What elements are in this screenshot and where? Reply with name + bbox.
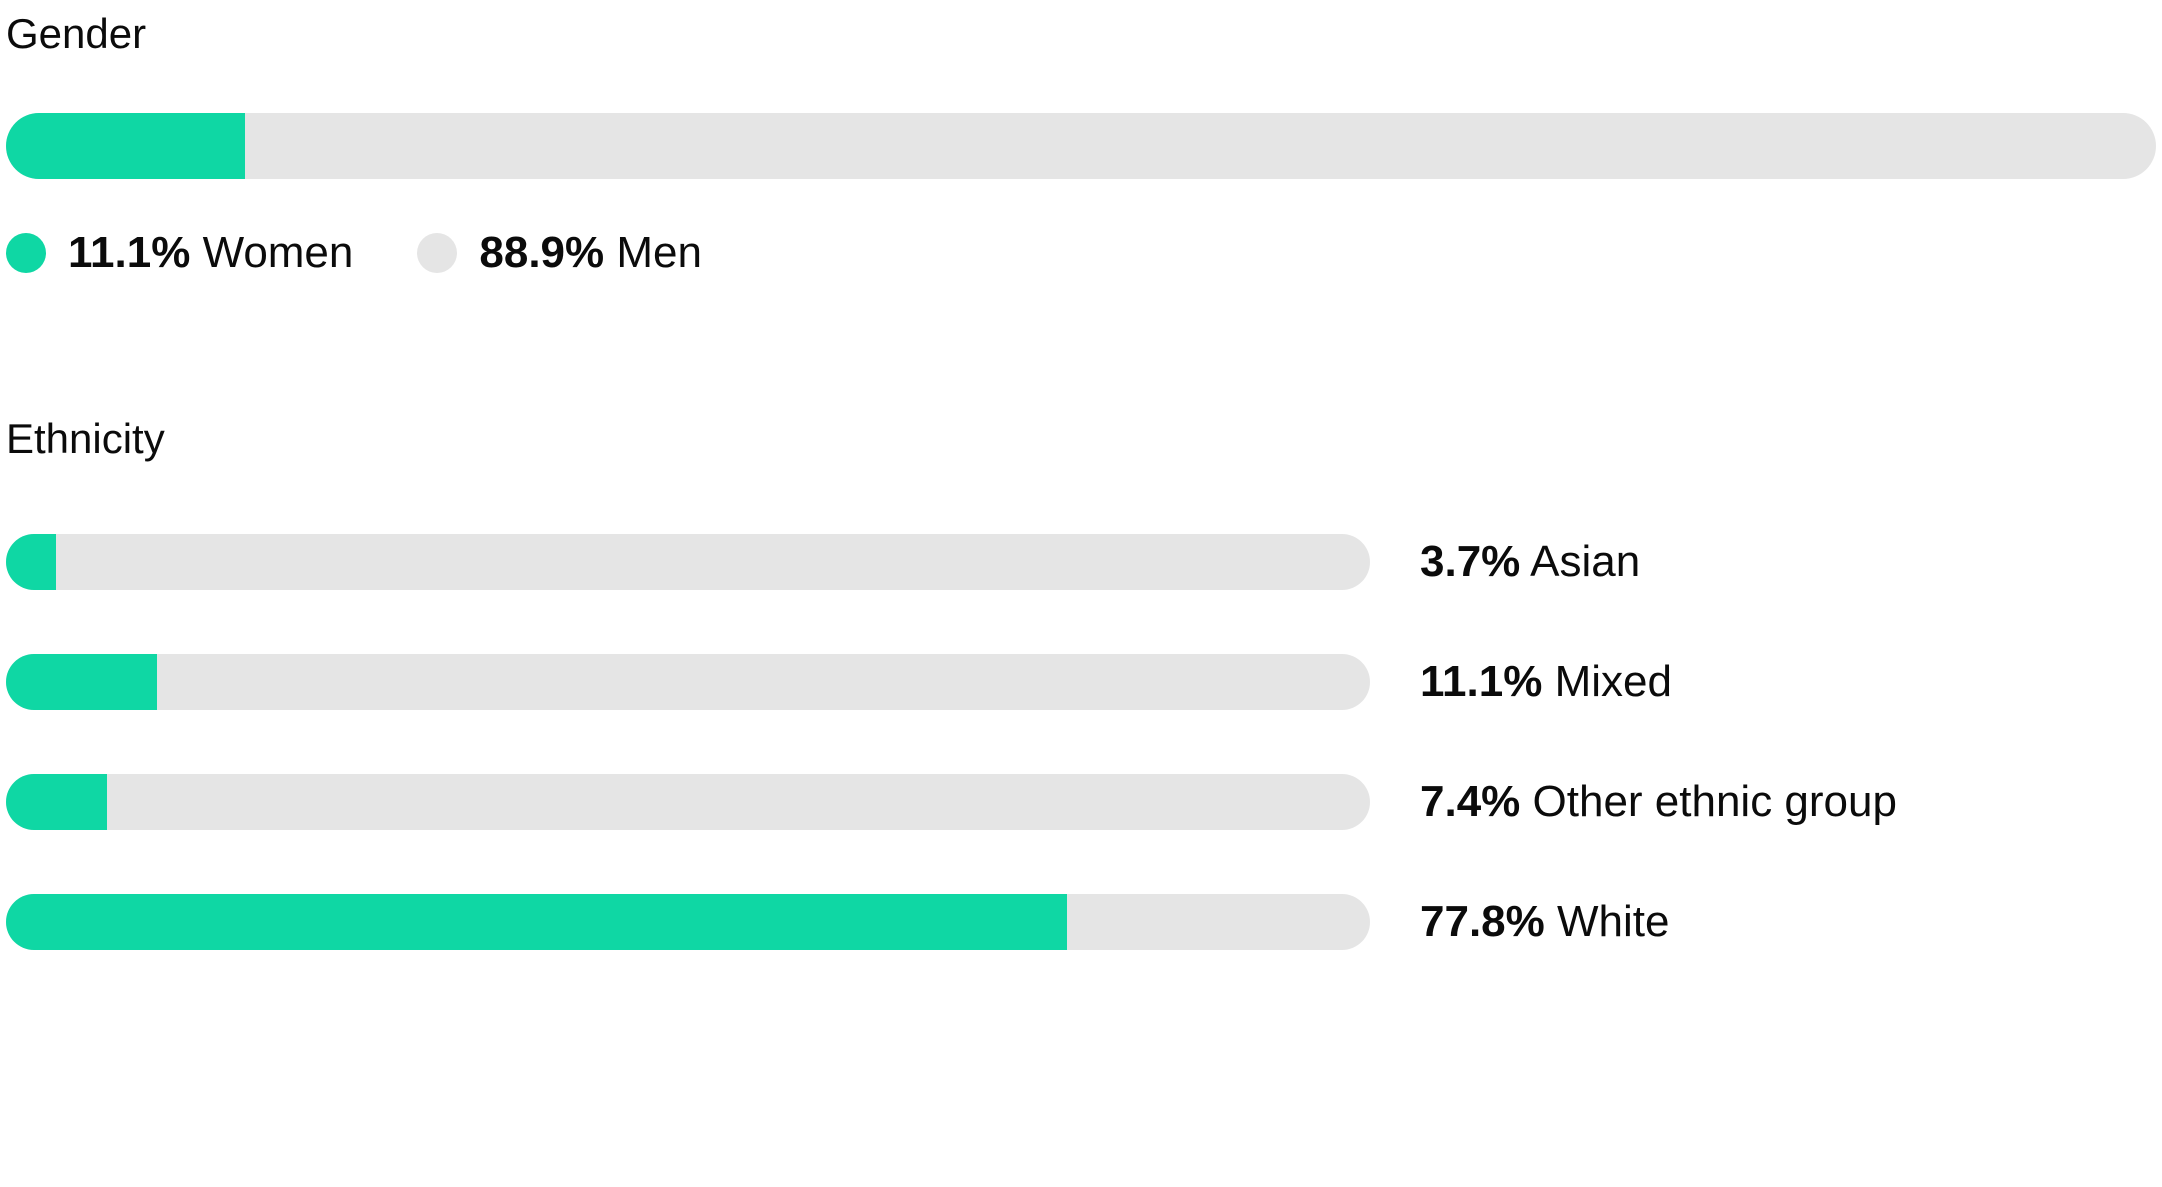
white-bar-fill (6, 893, 1068, 950)
asian-bar-track (6, 533, 1370, 590)
men-dot-icon (417, 233, 458, 274)
legend-text-men: 88.9% Men (479, 231, 702, 275)
legend-item-women: 11.1% Women (6, 231, 353, 275)
ethnicity-row-asian: 3.7% Asian (6, 533, 2156, 590)
white-pct: 77.8% (1420, 896, 1545, 946)
mixed-bar-track (6, 653, 1370, 710)
ethnicity-row-other: 7.4% Other ethnic group (6, 773, 2156, 830)
ethnicity-heading: Ethnicity (6, 415, 165, 463)
other-label: 7.4% Other ethnic group (1420, 776, 1897, 826)
white-bar-track (6, 893, 1370, 950)
legend-text-women: 11.1% Women (68, 231, 353, 275)
gender-chart: Gender 11.1% Women 88.9% Men (6, 10, 2156, 275)
other-name: Other ethnic group (1532, 776, 1897, 826)
mixed-name: Mixed (1554, 656, 1672, 706)
other-bar-fill (6, 773, 107, 830)
mixed-pct: 11.1% (1420, 656, 1543, 706)
ethnicity-row-white: 77.8% White (6, 893, 2156, 950)
asian-pct: 3.7% (1420, 536, 1521, 586)
white-name: White (1557, 896, 1670, 946)
mixed-bar-fill (6, 653, 158, 710)
white-label: 77.8% White (1420, 896, 1670, 946)
diversity-stats-panel: Gender 11.1% Women 88.9% Men Ethnicity 3… (6, 10, 2156, 950)
ethnicity-row-mixed: 11.1% Mixed (6, 653, 2156, 710)
asian-bar-fill (6, 533, 57, 590)
gender-legend: 11.1% Women 88.9% Men (6, 231, 2156, 275)
legend-label-men: Men (616, 228, 702, 278)
women-dot-icon (6, 233, 46, 274)
gender-bar-track (6, 113, 2156, 180)
legend-item-men: 88.9% Men (417, 231, 702, 275)
gender-bar-fill-women (6, 113, 245, 180)
asian-name: Asian (1530, 536, 1641, 586)
gender-heading: Gender (6, 10, 147, 57)
ethnicity-rows: 3.7% Asian 11.1% Mixed 7.4% Other ethnic… (6, 533, 2156, 950)
ethnicity-chart: Ethnicity 3.7% Asian 11.1% Mixed 7.4% Ot… (6, 415, 2156, 950)
legend-pct-women: 11.1% (68, 228, 191, 278)
legend-pct-men: 88.9% (479, 228, 605, 278)
mixed-label: 11.1% Mixed (1420, 656, 1672, 706)
other-pct: 7.4% (1420, 776, 1521, 826)
asian-label: 3.7% Asian (1420, 536, 1641, 586)
legend-label-women: Women (202, 228, 354, 278)
other-bar-track (6, 773, 1370, 830)
